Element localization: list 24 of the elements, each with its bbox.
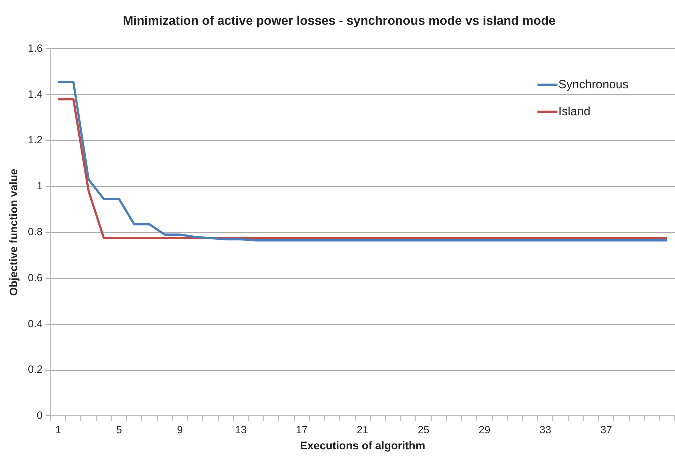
- y-tick-label: 0.8: [28, 226, 43, 238]
- x-tick-label: 9: [177, 424, 184, 436]
- x-tick-label: 33: [540, 424, 552, 436]
- chart-title: Minimization of active power losses - synchronous mode vs island mode: [123, 14, 556, 28]
- y-tick-label: 1.4: [28, 88, 43, 101]
- y-tick-label: 1: [36, 180, 43, 193]
- x-tick-label: 5: [116, 424, 122, 436]
- x-tick-label: 21: [357, 424, 369, 436]
- y-tick-label: 0.6: [28, 272, 43, 284]
- x-tick-label: 13: [235, 424, 248, 436]
- y-tick-label: 0: [36, 410, 43, 422]
- legend-label: Synchronous: [558, 77, 629, 92]
- x-tick-label: 17: [296, 424, 308, 436]
- y-tick-label: 1.2: [28, 134, 43, 147]
- x-tick-label: 37: [600, 424, 612, 436]
- x-tick-label: 29: [478, 424, 491, 436]
- legend-label: Island: [558, 104, 591, 118]
- x-axis-title: Executions of algorithm: [300, 440, 426, 452]
- y-tick-label: 0.2: [28, 364, 43, 376]
- x-tick-label: 1: [55, 424, 62, 436]
- y-axis-title: Objective function value: [8, 169, 21, 296]
- y-tick-label: 1.6: [28, 42, 43, 55]
- x-tick-label: 25: [418, 424, 430, 436]
- y-tick-label: 0.4: [28, 318, 43, 330]
